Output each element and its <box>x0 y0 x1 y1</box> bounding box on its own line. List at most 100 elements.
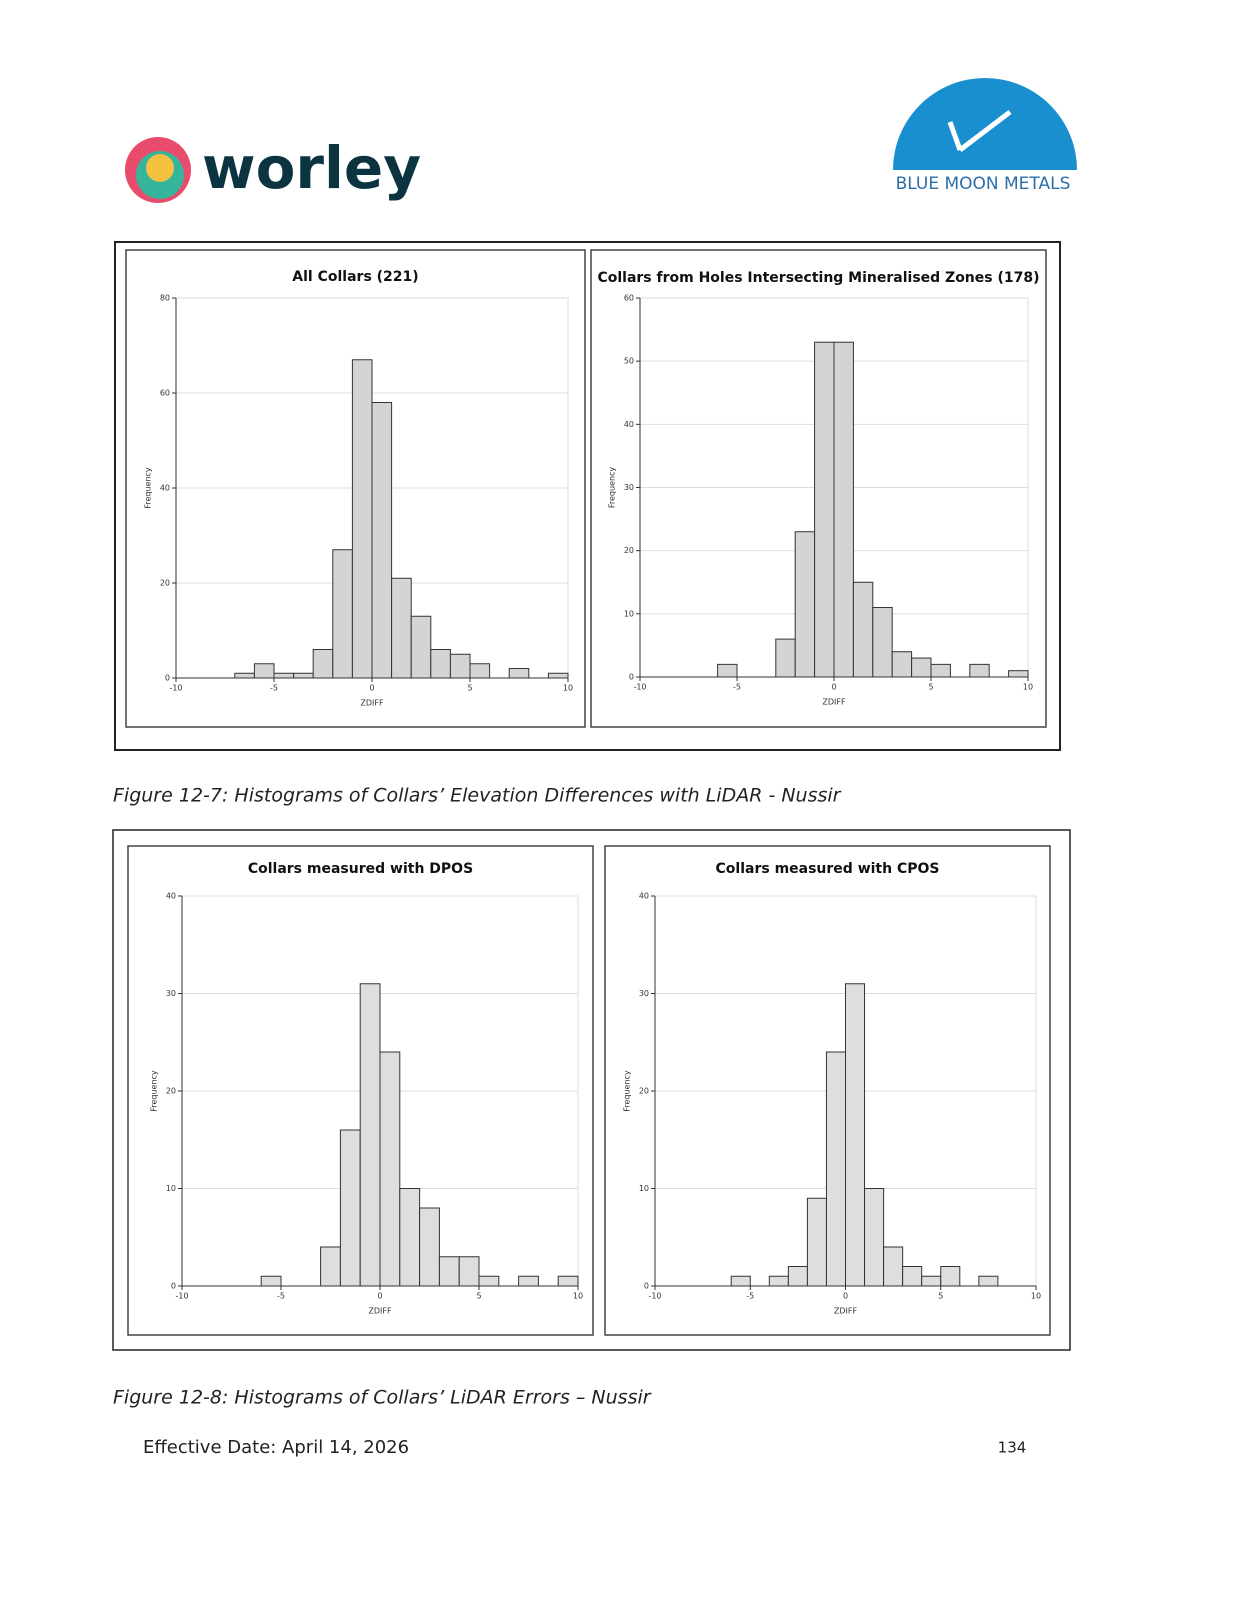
bar <box>351 359 373 679</box>
bar <box>730 1275 751 1287</box>
bar <box>391 577 412 679</box>
bar <box>864 1188 885 1287</box>
y-tick-label: 10 <box>624 609 634 618</box>
figure-frame <box>112 829 1071 1351</box>
x-tick-label: -5 <box>746 1292 754 1301</box>
x-tick-label: -5 <box>277 1292 285 1301</box>
x-axis-label: ZDIFF <box>368 1307 392 1316</box>
bar <box>872 607 893 678</box>
x-tick-label: 5 <box>928 683 933 692</box>
y-tick-label: 40 <box>624 420 634 429</box>
bar <box>234 672 255 679</box>
bar <box>320 1246 341 1287</box>
bar <box>359 983 381 1287</box>
bar <box>852 581 874 678</box>
x-tick-label: -5 <box>270 684 278 693</box>
chart-title: Collars measured with CPOS <box>716 861 940 877</box>
y-axis-label: Frequency <box>623 1070 632 1112</box>
x-tick-label: 5 <box>938 1292 943 1301</box>
bar <box>814 341 835 678</box>
y-axis-label: Frequency <box>144 467 153 509</box>
x-tick-label: 0 <box>369 684 374 693</box>
y-tick-label: 0 <box>644 1282 649 1291</box>
bar <box>419 1207 440 1287</box>
bar <box>293 672 314 679</box>
bar <box>930 663 951 678</box>
logo-text: worley <box>202 134 421 202</box>
y-tick-label: 30 <box>624 483 634 492</box>
bar <box>518 1275 539 1287</box>
bar <box>969 663 990 678</box>
bar <box>430 649 451 679</box>
x-tick-label: 10 <box>573 1292 583 1301</box>
x-tick-label: -10 <box>648 1292 661 1301</box>
y-axis-label: Frequency <box>608 467 617 509</box>
bar <box>794 531 816 678</box>
bar <box>825 1051 847 1287</box>
x-tick-label: -5 <box>733 683 741 692</box>
y-tick-label: 60 <box>624 294 634 303</box>
y-tick-label: 0 <box>165 674 170 683</box>
bar <box>371 402 393 679</box>
x-tick-label: -10 <box>175 1292 188 1301</box>
bar <box>458 1256 480 1287</box>
bar <box>449 653 471 679</box>
bar <box>902 1266 923 1287</box>
y-tick-label: 40 <box>166 892 176 901</box>
figure-caption: Figure 12-8: Histograms of Collars’ LiDA… <box>113 1387 652 1409</box>
x-tick-label: 0 <box>377 1292 382 1301</box>
bar <box>845 983 866 1287</box>
y-tick-label: 20 <box>166 1087 176 1096</box>
bar <box>508 668 530 679</box>
logo-hand <box>958 110 1012 152</box>
y-tick-label: 60 <box>160 389 170 398</box>
bluemoon-logo: BLUE MOON METALS <box>893 78 1077 194</box>
x-axis-label: ZDIFF <box>360 699 384 708</box>
chart-title: Collars from Holes Intersecting Minerali… <box>597 270 1039 286</box>
y-tick-label: 10 <box>166 1184 176 1193</box>
bar <box>940 1266 961 1287</box>
bar <box>478 1275 500 1287</box>
logo-text: BLUE MOON METALS <box>896 174 1071 194</box>
bar <box>911 657 932 678</box>
x-tick-label: -10 <box>169 684 182 693</box>
y-tick-label: 40 <box>160 484 170 493</box>
bar <box>339 1129 361 1287</box>
y-tick-label: 50 <box>624 357 634 366</box>
y-tick-label: 0 <box>629 673 634 682</box>
bar <box>273 672 295 679</box>
bar <box>775 638 796 678</box>
figure-caption: Figure 12-7: Histograms of Collars’ Elev… <box>113 785 842 807</box>
x-tick-label: 0 <box>843 1292 848 1301</box>
y-tick-label: 40 <box>639 892 649 901</box>
bar <box>438 1256 460 1287</box>
bar <box>768 1275 789 1287</box>
bar <box>332 549 353 679</box>
y-tick-label: 30 <box>639 989 649 998</box>
bar <box>717 663 738 678</box>
chart-title: Collars measured with DPOS <box>248 861 473 877</box>
x-tick-label: 10 <box>1031 1292 1041 1301</box>
bar <box>547 672 569 679</box>
x-tick-label: -10 <box>633 683 646 692</box>
chart-title: All Collars (221) <box>292 269 418 285</box>
x-tick-label: 5 <box>467 684 472 693</box>
worley-logo: worley <box>125 134 421 203</box>
bar <box>891 651 913 678</box>
bar <box>1008 670 1029 678</box>
page-number: 134 <box>998 1439 1027 1457</box>
x-tick-label: 5 <box>476 1292 481 1301</box>
logo-hand <box>947 121 963 151</box>
logo-moon <box>893 78 1077 170</box>
bar <box>399 1188 421 1287</box>
x-tick-label: 10 <box>1023 683 1033 692</box>
bar <box>787 1266 808 1287</box>
y-axis-label: Frequency <box>150 1070 159 1112</box>
y-tick-label: 20 <box>624 546 634 555</box>
bar <box>833 341 854 678</box>
x-tick-label: 10 <box>563 684 573 693</box>
y-tick-label: 0 <box>171 1282 176 1291</box>
bar <box>921 1275 942 1287</box>
bar <box>253 663 275 679</box>
